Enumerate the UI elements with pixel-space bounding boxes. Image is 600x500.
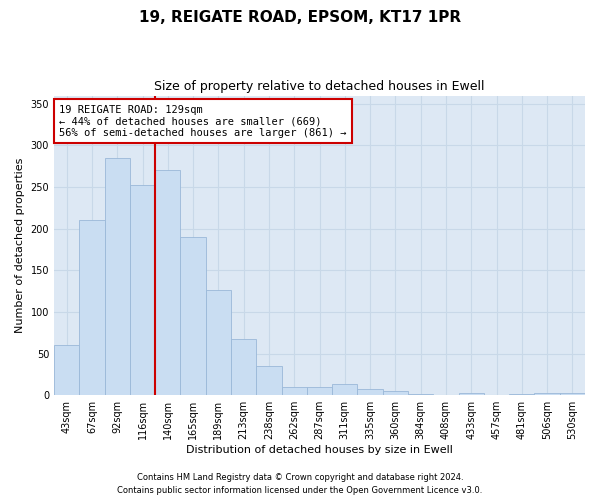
- Bar: [560, 392, 585, 395]
- Bar: [231, 338, 256, 395]
- Text: 19, REIGATE ROAD, EPSOM, KT17 1PR: 19, REIGATE ROAD, EPSOM, KT17 1PR: [139, 10, 461, 25]
- Bar: [458, 392, 484, 395]
- Bar: [281, 387, 307, 395]
- Bar: [358, 390, 383, 395]
- Bar: [408, 394, 433, 395]
- Bar: [535, 392, 560, 395]
- Bar: [155, 170, 181, 395]
- Bar: [206, 290, 231, 395]
- Bar: [383, 391, 408, 395]
- X-axis label: Distribution of detached houses by size in Ewell: Distribution of detached houses by size …: [186, 445, 453, 455]
- Text: 19 REIGATE ROAD: 129sqm
← 44% of detached houses are smaller (669)
56% of semi-d: 19 REIGATE ROAD: 129sqm ← 44% of detache…: [59, 104, 347, 138]
- Text: Contains HM Land Registry data © Crown copyright and database right 2024.
Contai: Contains HM Land Registry data © Crown c…: [118, 474, 482, 495]
- Bar: [256, 366, 281, 395]
- Bar: [79, 220, 104, 395]
- Bar: [181, 237, 206, 395]
- Bar: [104, 158, 130, 395]
- Bar: [130, 186, 155, 395]
- Bar: [307, 387, 332, 395]
- Bar: [54, 346, 79, 395]
- Bar: [332, 384, 358, 395]
- Title: Size of property relative to detached houses in Ewell: Size of property relative to detached ho…: [154, 80, 485, 93]
- Y-axis label: Number of detached properties: Number of detached properties: [15, 158, 25, 333]
- Bar: [509, 394, 535, 395]
